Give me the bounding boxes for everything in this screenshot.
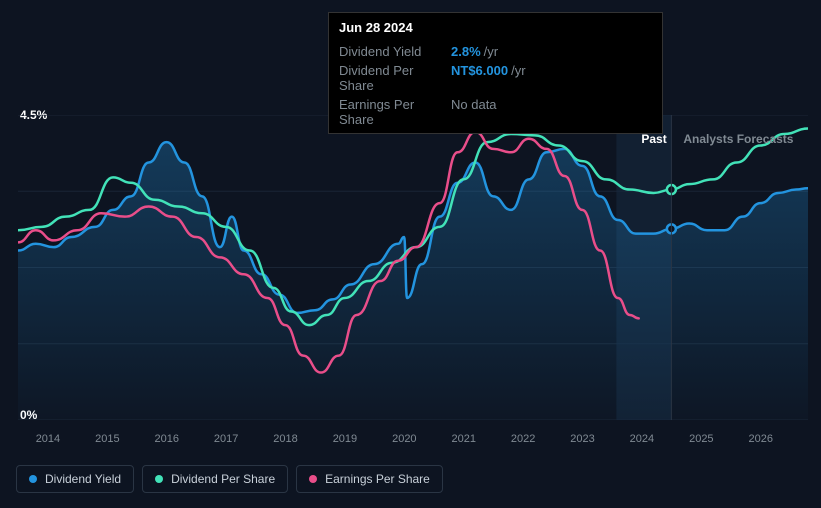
legend-item-earnings-per-share[interactable]: Earnings Per Share <box>296 465 443 493</box>
x-axis-label: 2022 <box>511 433 535 445</box>
x-axis-label: 2017 <box>214 433 238 445</box>
x-axis-label: 2023 <box>570 433 594 445</box>
tooltip-value: NT$6.000 <box>451 63 508 93</box>
tooltip-row: Earnings Per ShareNo data <box>329 95 662 133</box>
x-axis-label: 2020 <box>392 433 416 445</box>
legend-item-dividend-per-share[interactable]: Dividend Per Share <box>142 465 288 493</box>
tooltip-value: 2.8% <box>451 44 481 59</box>
chart-legend: Dividend Yield Dividend Per Share Earnings… <box>16 465 443 493</box>
legend-label: Dividend Yield <box>45 472 121 486</box>
tooltip-label: Dividend Yield <box>339 44 451 59</box>
tooltip-nodata: No data <box>451 97 497 127</box>
legend-dot <box>309 475 317 483</box>
legend-dot <box>155 475 163 483</box>
x-axis-label: 2025 <box>689 433 713 445</box>
x-axis-label: 2019 <box>333 433 357 445</box>
past-label: Past <box>641 132 666 146</box>
x-axis-label: 2018 <box>273 433 297 445</box>
chart-tooltip: Jun 28 2024 Dividend Yield2.8%/yrDividen… <box>328 12 663 134</box>
tooltip-label: Earnings Per Share <box>339 97 451 127</box>
forecast-label: Analysts Forecasts <box>683 132 793 146</box>
tooltip-label: Dividend Per Share <box>339 63 451 93</box>
legend-item-dividend-yield[interactable]: Dividend Yield <box>16 465 134 493</box>
tooltip-unit: /yr <box>484 44 498 59</box>
x-axis-label: 2026 <box>748 433 772 445</box>
dividend-chart: Jun 28 2024 Dividend Yield2.8%/yrDividen… <box>0 0 821 508</box>
x-axis-label: 2015 <box>95 433 119 445</box>
tooltip-date: Jun 28 2024 <box>329 13 662 42</box>
legend-label: Dividend Per Share <box>171 472 275 486</box>
x-axis-label: 2024 <box>630 433 654 445</box>
x-axis-label: 2016 <box>154 433 178 445</box>
tooltip-row: Dividend Yield2.8%/yr <box>329 42 662 61</box>
tooltip-row: Dividend Per ShareNT$6.000/yr <box>329 61 662 95</box>
legend-label: Earnings Per Share <box>325 472 430 486</box>
legend-dot <box>29 475 37 483</box>
plot-area <box>18 115 808 420</box>
x-axis-label: 2014 <box>36 433 60 445</box>
x-axis-label: 2021 <box>451 433 475 445</box>
tooltip-unit: /yr <box>511 63 525 93</box>
